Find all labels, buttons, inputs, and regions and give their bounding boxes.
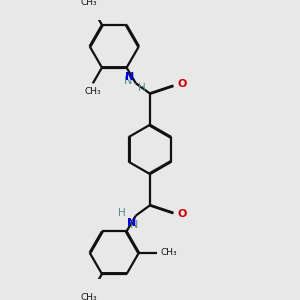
Text: N: N (127, 218, 136, 228)
Text: CH₃: CH₃ (85, 87, 101, 96)
Text: CH₃: CH₃ (160, 248, 177, 257)
Text: O: O (178, 209, 187, 219)
Text: N: N (124, 72, 134, 82)
Text: CH₃: CH₃ (81, 293, 97, 300)
Text: N: N (124, 76, 132, 85)
Text: N: N (130, 220, 139, 230)
Text: H: H (118, 208, 125, 218)
Text: CH₃: CH₃ (81, 0, 97, 7)
Text: H: H (138, 83, 146, 93)
Text: O: O (178, 80, 187, 89)
